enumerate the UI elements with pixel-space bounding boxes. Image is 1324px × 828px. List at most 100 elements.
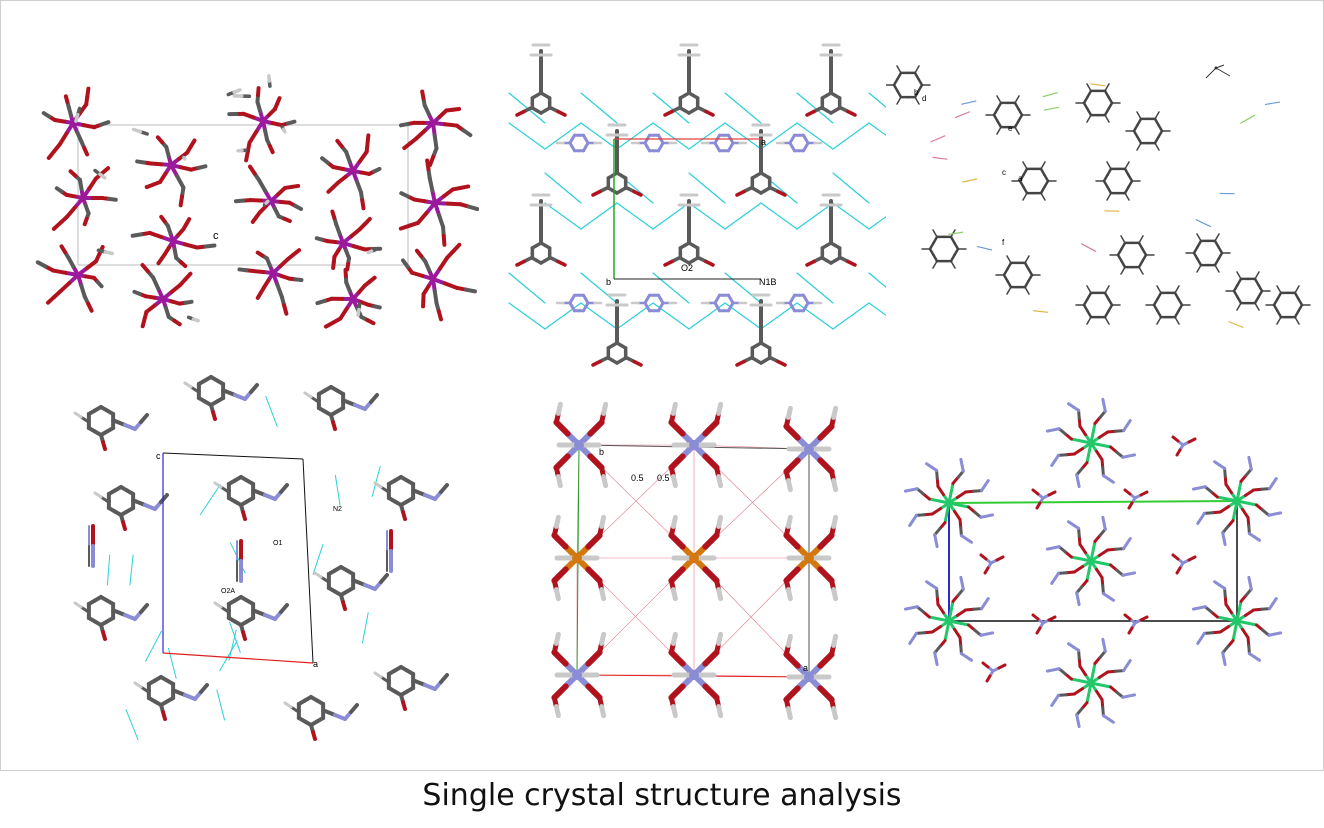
bond (1101, 515, 1106, 525)
bond (331, 420, 337, 431)
bond (934, 539, 939, 549)
bond (979, 553, 988, 561)
hydrogen-bond (724, 122, 762, 150)
bond (927, 497, 941, 503)
bond (95, 280, 104, 289)
bond (241, 510, 247, 521)
bond (1271, 597, 1278, 606)
c-h-bond (996, 95, 1002, 104)
bond (432, 288, 439, 305)
bond (1099, 443, 1113, 449)
bond (1224, 602, 1233, 615)
bond (1247, 575, 1252, 585)
bond (264, 199, 270, 205)
bond (702, 683, 720, 701)
bond (51, 220, 63, 231)
bond (555, 474, 563, 489)
bond (130, 232, 144, 238)
bond (599, 704, 607, 719)
bond (1273, 631, 1283, 636)
short-contact (1228, 321, 1244, 328)
crystal-panel-framework: b 0.5 0.5 a (519, 393, 863, 733)
bond (964, 655, 973, 662)
bond (551, 683, 569, 701)
bond (93, 491, 103, 499)
bond (401, 700, 407, 711)
figure-frame: c a b O2 N1B b a (0, 0, 1324, 771)
bond (155, 135, 165, 145)
bond (101, 630, 107, 641)
bond (420, 89, 426, 101)
bond (101, 440, 107, 451)
bond (959, 457, 964, 467)
bond (1241, 507, 1250, 520)
bond (244, 149, 250, 163)
bond (281, 127, 287, 134)
hydrogen-bond (265, 396, 278, 428)
bond (445, 201, 463, 207)
bond (256, 86, 261, 98)
c-h-bond (1136, 142, 1142, 151)
bond (1125, 537, 1132, 546)
contact-label-c: c (1002, 168, 1006, 177)
bond (783, 566, 801, 584)
molecule-layer (551, 401, 839, 721)
bond (663, 109, 674, 117)
bond (716, 587, 724, 602)
bond (949, 599, 955, 613)
bond (668, 649, 686, 667)
bond (785, 633, 793, 648)
bond (702, 649, 720, 667)
bond (372, 166, 382, 174)
bond (58, 281, 72, 294)
bond (817, 457, 835, 475)
axes-glyph (1205, 64, 1231, 79)
bond (249, 383, 259, 394)
bond (286, 119, 297, 126)
bond (949, 481, 955, 495)
hydrogen-bond (544, 302, 582, 330)
bond (599, 514, 607, 529)
bond (1078, 542, 1087, 555)
bond (632, 189, 643, 197)
hydrogen-bond (796, 302, 834, 330)
bond (1243, 488, 1256, 497)
bond (785, 706, 793, 721)
bond (1085, 451, 1091, 465)
c-h-bond (1120, 266, 1126, 275)
bond (1099, 561, 1113, 567)
bond (335, 138, 344, 149)
bond (601, 401, 609, 416)
c-h-bond (1214, 264, 1220, 273)
bond (82, 216, 89, 227)
bond (995, 555, 1005, 562)
c-h-bond (1254, 271, 1260, 280)
bond (943, 629, 949, 643)
bond (1091, 421, 1097, 435)
metal-atom (432, 200, 438, 206)
bond (131, 127, 143, 134)
bond (74, 112, 80, 123)
bond (1297, 297, 1304, 307)
bond (716, 401, 724, 416)
hydrogen-bond (106, 554, 111, 586)
bond (553, 453, 571, 471)
hydrogen-bond (796, 272, 834, 304)
bond (985, 513, 995, 518)
hydrogen-bond (544, 122, 582, 150)
bond (1139, 615, 1149, 622)
bond (927, 615, 941, 621)
label-o2a: O2A (221, 588, 235, 595)
hydrogen-bond (688, 172, 726, 204)
hydrogen-bond (832, 172, 870, 204)
bond (161, 710, 167, 721)
bond (159, 214, 167, 224)
bond (144, 182, 156, 190)
bond (1095, 449, 1104, 462)
short-contact (962, 178, 978, 183)
bond (515, 109, 526, 117)
bond (668, 453, 686, 471)
bond (591, 189, 602, 197)
bond (303, 391, 313, 399)
short-contact (1240, 114, 1256, 124)
